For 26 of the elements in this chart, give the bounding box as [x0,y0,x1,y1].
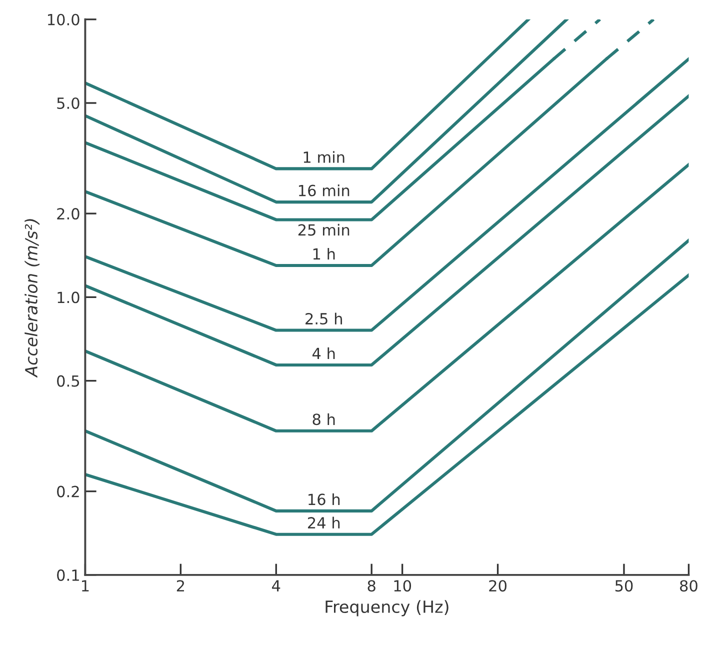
series-label: 16 min [298,184,350,196]
y-tick-label: 0.2 [57,486,79,498]
x-tick-label: 10 [394,580,412,592]
x-tick-label: 1 [82,580,89,592]
series-label: 1 h [313,248,335,260]
y-tick-label: 5.0 [57,97,80,110]
x-axis-title: Frequency (Hz) [326,600,448,616]
series-label: 8 h [312,413,335,426]
y-axis-title: Acceleration (m/s²) [24,219,40,378]
x-tick-label: 80 [680,580,698,592]
y-tick-label: 2.0 [57,208,80,220]
series-label: 1 min [304,151,344,163]
x-tick-label: 20 [489,580,506,592]
x-tick-label: 50 [615,580,633,592]
x-tick-label: 4 [272,580,280,592]
x-tick-label: 8 [368,580,376,592]
series-label: 2.5 h [306,312,342,325]
x-tick-label: 2 [176,580,184,592]
y-tick-label: 0.5 [57,375,80,387]
y-tick-label: 0.1 [57,569,79,581]
series-label: 24 h [308,516,340,528]
series-label: 16 h [308,493,340,506]
y-tick-label: 1.0 [58,292,80,304]
series-label: 4 h [312,347,335,360]
series-label: 25 min [298,224,350,236]
y-tick-label: 10.0 [48,14,80,26]
